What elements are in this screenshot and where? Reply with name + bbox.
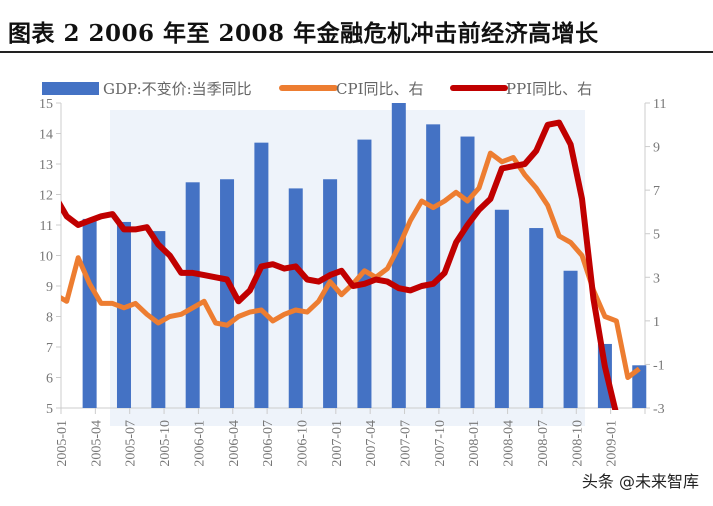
x-axis-tick-label: 2005-10 <box>158 420 173 467</box>
watermark: 头条 @未来智库 <box>581 472 699 491</box>
gdp-bars <box>82 103 647 409</box>
legend-label-cpi: CPI同比、右 <box>336 80 424 98</box>
gdp-bar <box>563 270 578 408</box>
legend-swatch-gdp <box>42 82 99 95</box>
left-axis-tick-label: 10 <box>39 250 53 265</box>
x-axis-tick-label: 2007-01 <box>330 420 345 467</box>
x-axis-tick-label: 2005-04 <box>89 420 104 467</box>
right-axis-tick-label: 11 <box>653 97 666 112</box>
gdp-bar <box>632 365 647 408</box>
x-axis-tick-label: 2007-07 <box>399 420 414 467</box>
x-axis-tick-label: 2008-10 <box>570 420 585 467</box>
left-axis-tick-label: 12 <box>39 189 53 204</box>
x-axis-tick-label: 2005-01 <box>55 420 70 467</box>
left-axis-tick-label: 11 <box>40 219 53 234</box>
left-axis-tick-label: 13 <box>39 158 53 173</box>
right-axis-tick-label: 1 <box>653 315 660 330</box>
x-axis-tick-label: 2008-01 <box>467 420 482 467</box>
x-axis-tick-label: 2006-01 <box>192 420 207 467</box>
x-axis-tick-label: 2007-04 <box>364 420 379 467</box>
right-axis-tick-label: 5 <box>653 228 660 243</box>
right-axis-tick-label: 7 <box>653 184 660 199</box>
gdp-bar <box>254 142 269 408</box>
right-axis-tick-label: 3 <box>653 271 660 286</box>
left-axis-tick-label: 5 <box>46 402 53 417</box>
x-axis-tick-label: 2009-01 <box>605 420 620 467</box>
left-axis-tick-label: 8 <box>46 311 53 326</box>
gdp-bar <box>460 136 475 409</box>
title-underline <box>0 51 713 53</box>
x-axis-tick-label: 2005-07 <box>124 420 139 467</box>
gdp-bar <box>494 209 509 408</box>
left-axis-tick-label: 6 <box>46 372 53 387</box>
x-axis-tick-label: 2006-04 <box>227 420 242 467</box>
gdp-bar <box>116 221 131 408</box>
gdp-bar <box>82 218 97 408</box>
left-axis-tick-label: 15 <box>39 97 53 112</box>
ppi-line <box>61 119 619 410</box>
gdp-bar <box>529 228 544 408</box>
left-axis-tick-label: 9 <box>46 280 53 295</box>
x-axis-tick-label: 2006-10 <box>295 420 310 467</box>
gdp-bar <box>220 179 235 408</box>
gdp-bar <box>288 188 303 408</box>
figure-title: 图表 2 2006 年至 2008 年金融危机冲击前经济高增长 <box>8 20 599 47</box>
right-axis-tick-label: 9 <box>653 141 660 156</box>
left-axis-tick-label: 7 <box>46 341 53 356</box>
left-axis-tick-label: 14 <box>39 128 53 143</box>
x-axis-tick-label: 2006-07 <box>261 420 276 467</box>
gdp-bar <box>426 124 441 408</box>
x-axis-tick-label: 2008-04 <box>502 420 517 467</box>
gdp-bar <box>323 179 338 408</box>
legend: GDP:不变价:当季同比 CPI同比、右 PPI同比、右 <box>42 80 592 98</box>
right-axis-tick-label: -3 <box>653 402 665 417</box>
gdp-bar <box>391 103 406 408</box>
gdp-bar <box>151 231 166 408</box>
lines <box>61 119 641 410</box>
cpi-line <box>61 150 641 380</box>
right-axis-tick-label: -1 <box>653 358 665 373</box>
x-axis-tick-label: 2008-07 <box>536 420 551 467</box>
gdp-bar <box>185 182 200 408</box>
x-axis-tick-label: 2007-10 <box>433 420 448 467</box>
legend-label-ppi: PPI同比、右 <box>506 80 592 98</box>
legend-label-gdp: GDP:不变价:当季同比 <box>103 80 252 98</box>
